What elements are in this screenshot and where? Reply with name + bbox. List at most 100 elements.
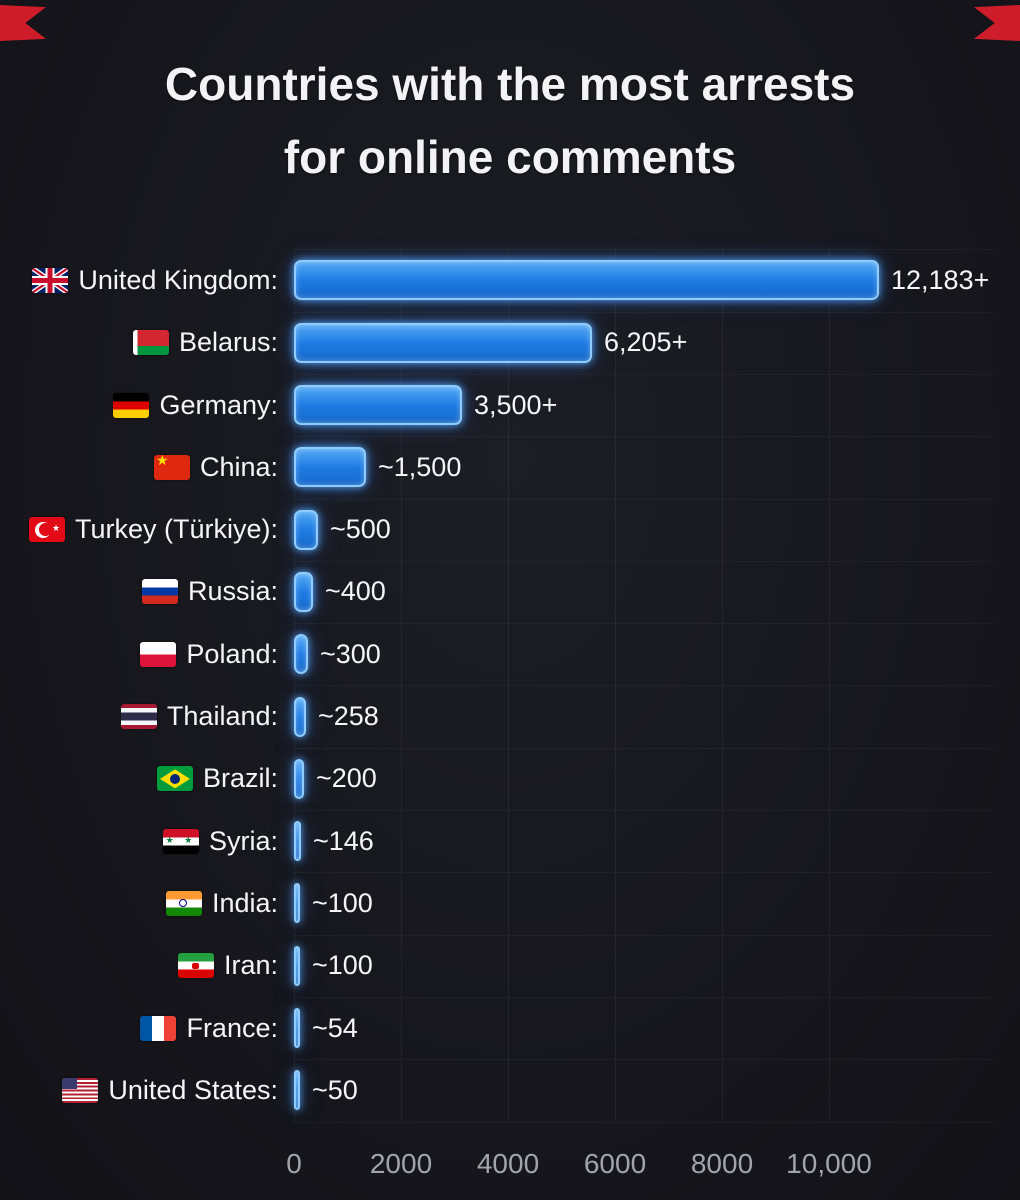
country-label: United Kingdom:	[78, 264, 278, 295]
bar	[294, 447, 366, 488]
value-label: ~1,500	[378, 451, 462, 482]
value-label: ~200	[316, 763, 377, 794]
chart-row: United States: ~50	[0, 1059, 1020, 1121]
stars-glyph: ★ ★	[165, 835, 197, 846]
value-label: 6,205+	[604, 327, 688, 358]
bar	[294, 758, 304, 799]
row-label-cell: Brazil:	[0, 763, 290, 794]
chart-row: United Kingdom: 12,183+	[0, 249, 1020, 311]
value-label: 3,500+	[474, 389, 558, 420]
brazil-flag-icon	[156, 766, 193, 792]
chakra-shape	[179, 898, 188, 907]
chart-row: ★ China: ~1,500	[0, 436, 1020, 498]
chart-row: Thailand: ~258	[0, 685, 1020, 747]
x-axis-tick: 10,000	[786, 1147, 872, 1179]
chart-row: India: ~100	[0, 872, 1020, 934]
row-label-cell: Poland:	[0, 639, 290, 670]
row-label-cell: ★ ★ Syria:	[0, 826, 290, 857]
crescent-inner	[39, 523, 53, 536]
france-flag-icon	[140, 1015, 177, 1041]
chart-rows: United Kingdom: 12,183+ Belarus: 6,205+ Germ…	[0, 249, 1020, 1121]
us-flag-icon	[62, 1077, 99, 1103]
row-bar-cell: 6,205+	[290, 322, 1020, 363]
country-label: China:	[199, 451, 278, 482]
country-label: Germany:	[159, 389, 278, 420]
bar	[294, 634, 308, 675]
value-label: ~50	[312, 1074, 358, 1105]
bar	[294, 821, 301, 862]
chart-row: Belarus: 6,205+	[0, 312, 1020, 374]
row-label-cell: Germany:	[0, 390, 290, 421]
country-label: France:	[186, 1012, 278, 1043]
china-flag-icon: ★	[153, 454, 190, 480]
germany-flag-icon	[113, 392, 150, 418]
canton-shape	[62, 1077, 78, 1089]
row-label-cell: United States:	[0, 1075, 290, 1106]
value-label: ~500	[330, 514, 391, 545]
country-label: India:	[211, 887, 278, 918]
row-bar-cell: ~100	[290, 945, 1020, 986]
x-axis-tick: 4000	[476, 1147, 540, 1179]
turkey-flag-icon: ★	[28, 517, 65, 543]
country-label: Brazil:	[202, 763, 278, 794]
row-label-cell: France:	[0, 1013, 290, 1044]
chart-row: ★ Turkey (Türkiye): ~500	[0, 499, 1020, 561]
iran-flag-icon	[177, 953, 214, 979]
country-label: Russia:	[187, 576, 278, 607]
russia-flag-icon	[141, 579, 178, 605]
bar	[294, 945, 300, 986]
row-label-cell: ★ China:	[0, 452, 290, 483]
uk-flag-icon	[32, 267, 69, 293]
chart-title-line1: Countries with the most arrests	[164, 58, 856, 110]
bar	[294, 1070, 300, 1111]
row-label-cell: Russia:	[0, 576, 290, 607]
country-label: Turkey (Türkiye):	[74, 514, 278, 545]
x-axis-tick: 6000	[583, 1147, 647, 1179]
country-label: Belarus:	[178, 327, 278, 358]
chart-row: Germany: 3,500+	[0, 374, 1020, 436]
poland-flag-icon	[140, 641, 177, 667]
bar	[294, 509, 318, 550]
row-bar-cell: ~500	[290, 509, 1020, 550]
country-label: United States:	[108, 1074, 278, 1105]
country-label: Syria:	[208, 825, 278, 856]
bar	[294, 1008, 300, 1049]
bar-chart: United Kingdom: 12,183+ Belarus: 6,205+ Germ…	[0, 249, 1020, 1191]
syria-flag-icon: ★ ★	[162, 828, 199, 854]
chart-row: Brazil: ~200	[0, 748, 1020, 810]
chart-row: Iran: ~100	[0, 935, 1020, 997]
star-glyph: ★	[155, 454, 169, 468]
country-label: Poland:	[186, 638, 278, 669]
country-label: Thailand:	[166, 701, 278, 732]
value-label: ~300	[320, 638, 381, 669]
chart-row: Poland: ~300	[0, 623, 1020, 685]
row-label-cell: Belarus:	[0, 327, 290, 358]
chart-title-line2: for online comments	[283, 130, 737, 183]
row-bar-cell: ~54	[290, 1008, 1020, 1049]
chart-title: Countries with the most arrests for onli…	[0, 0, 1020, 193]
row-bar-cell: ~1,500	[290, 447, 1020, 488]
value-label: ~258	[318, 701, 379, 732]
value-label: ~100	[312, 887, 373, 918]
belarus-flag-icon	[132, 330, 169, 356]
row-label-cell: Iran:	[0, 950, 290, 981]
star-glyph: ★	[51, 523, 61, 534]
row-bar-cell: ~200	[290, 758, 1020, 799]
thailand-flag-icon	[120, 704, 157, 730]
row-label-cell: United Kingdom:	[0, 265, 290, 296]
value-label: ~54	[312, 1012, 358, 1043]
value-label: ~100	[312, 950, 373, 981]
row-bar-cell: ~400	[290, 571, 1020, 612]
chart-row: Russia: ~400	[0, 561, 1020, 623]
emblem-shape	[192, 962, 200, 969]
row-label-cell: ★ Turkey (Türkiye):	[0, 514, 290, 545]
x-axis-tick: 8000	[690, 1147, 754, 1179]
bar	[294, 571, 313, 612]
country-label: Iran:	[223, 950, 278, 981]
row-bar-cell: ~50	[290, 1070, 1020, 1111]
bar	[294, 883, 300, 924]
bar	[294, 696, 306, 737]
bar	[294, 260, 879, 301]
row-label-cell: Thailand:	[0, 701, 290, 732]
